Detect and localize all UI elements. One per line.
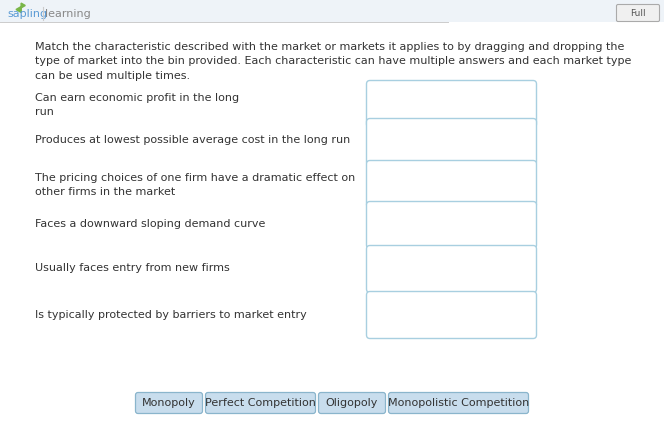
FancyBboxPatch shape (135, 392, 203, 414)
Text: Match the characteristic described with the market or markets it applies to by d: Match the characteristic described with … (35, 42, 631, 81)
FancyBboxPatch shape (367, 202, 537, 248)
FancyBboxPatch shape (367, 119, 537, 165)
Text: Oligopoly: Oligopoly (326, 398, 378, 408)
Text: The pricing choices of one firm have a dramatic effect on
other firms in the mar: The pricing choices of one firm have a d… (35, 173, 355, 197)
Text: Usually faces entry from new firms: Usually faces entry from new firms (35, 263, 230, 273)
Text: Can earn economic profit in the long
run: Can earn economic profit in the long run (35, 93, 239, 117)
FancyBboxPatch shape (616, 4, 659, 22)
Text: Is typically protected by barriers to market entry: Is typically protected by barriers to ma… (35, 310, 307, 320)
Text: Monopoly: Monopoly (142, 398, 196, 408)
FancyBboxPatch shape (367, 161, 537, 208)
Text: sapling: sapling (7, 9, 47, 19)
Text: Perfect Competition: Perfect Competition (205, 398, 316, 408)
FancyBboxPatch shape (319, 392, 386, 414)
FancyBboxPatch shape (367, 81, 537, 127)
FancyBboxPatch shape (388, 392, 529, 414)
Text: Produces at lowest possible average cost in the long run: Produces at lowest possible average cost… (35, 135, 350, 145)
Text: learning: learning (45, 9, 91, 19)
Text: Monopolistic Competition: Monopolistic Competition (388, 398, 529, 408)
FancyBboxPatch shape (367, 246, 537, 292)
Bar (0, 0, 664, 22)
FancyBboxPatch shape (367, 292, 537, 339)
FancyBboxPatch shape (205, 392, 315, 414)
Text: Faces a downward sloping demand curve: Faces a downward sloping demand curve (35, 219, 266, 229)
Text: Full: Full (630, 8, 646, 18)
